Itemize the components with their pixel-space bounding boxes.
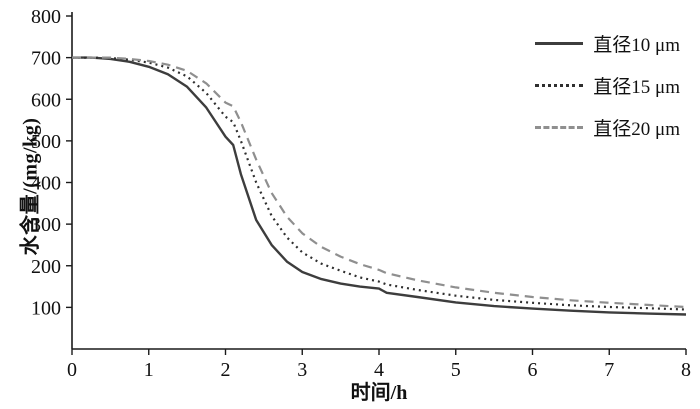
x-tick-label: 8 bbox=[681, 359, 691, 381]
y-tick-label: 100 bbox=[31, 297, 61, 319]
x-tick-label: 1 bbox=[144, 359, 154, 381]
series-line-2 bbox=[72, 56, 687, 309]
x-tick-label: 3 bbox=[297, 359, 307, 381]
y-tick-label: 400 bbox=[31, 173, 61, 195]
dotted-line-icon bbox=[535, 84, 584, 87]
legend-label: 直径10 μm bbox=[593, 35, 680, 56]
x-axis-title: 时间/h bbox=[350, 382, 408, 404]
dashed-line-icon bbox=[535, 126, 584, 129]
legend: 直径10 μm 直径15 μm 直径20 μm bbox=[535, 30, 680, 141]
x-tick-label: 0 bbox=[67, 359, 77, 381]
legend-item: 直径20 μm bbox=[535, 114, 680, 141]
y-tick-label: 200 bbox=[31, 256, 61, 278]
y-tick-label: 300 bbox=[31, 214, 61, 236]
solid-line-icon bbox=[535, 42, 584, 45]
y-tick-label: 500 bbox=[31, 131, 61, 153]
x-tick-label: 7 bbox=[604, 359, 614, 381]
x-tick-label: 6 bbox=[528, 359, 538, 381]
x-tick-label: 2 bbox=[221, 359, 231, 381]
y-tick-label: 600 bbox=[31, 89, 61, 111]
y-tick-label: 700 bbox=[31, 48, 61, 70]
legend-label: 直径20 μm bbox=[593, 119, 680, 140]
series-line-0 bbox=[72, 56, 687, 316]
legend-item: 直径15 μm bbox=[535, 72, 680, 99]
legend-label: 直径15 μm bbox=[593, 77, 680, 98]
x-tick-label: 4 bbox=[374, 359, 384, 381]
x-tick-label: 5 bbox=[451, 359, 461, 381]
legend-item: 直径10 μm bbox=[535, 30, 680, 57]
y-tick-label: 800 bbox=[31, 6, 61, 28]
y-axis-title: 水含量/(mg/kg) bbox=[19, 117, 42, 256]
